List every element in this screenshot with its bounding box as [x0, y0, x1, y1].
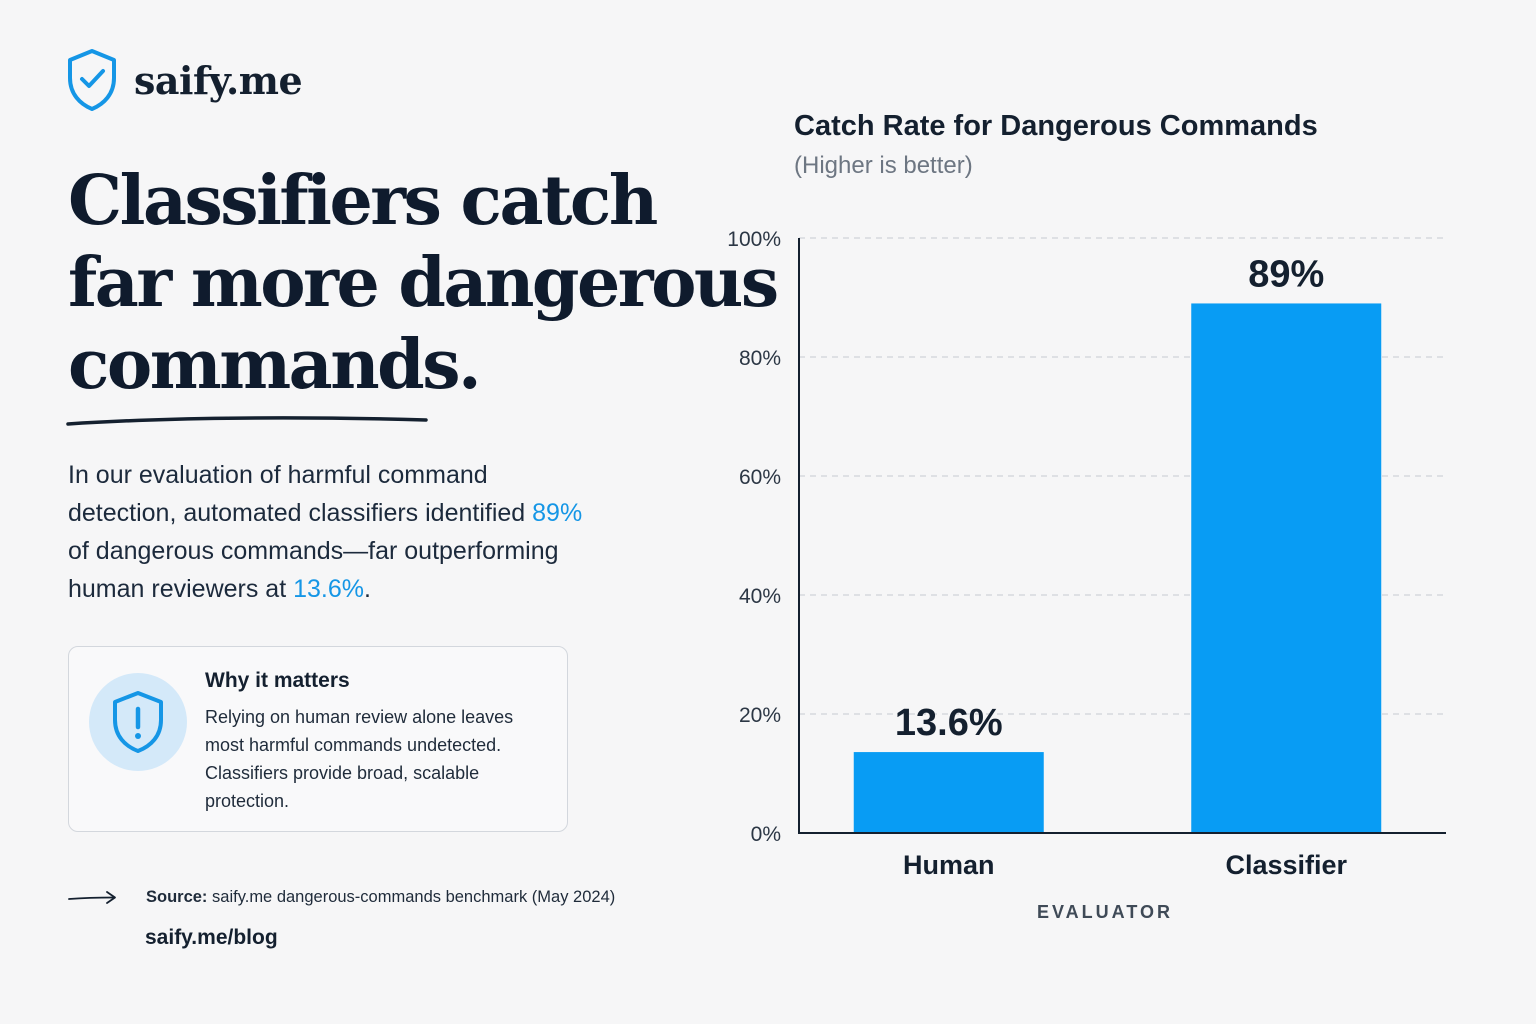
- bars: [853, 303, 1382, 833]
- chart-labels: 0% 20% 40% 60% 80% 100% 13.6% Human 89% Classifie…: [727, 228, 1347, 880]
- human-rate-highlight: 13.6%: [293, 575, 364, 603]
- source-label: Source:: [146, 888, 208, 906]
- y-tick-label: 80%: [739, 347, 781, 370]
- shield-check-icon: [68, 49, 116, 111]
- y-tick-label: 20%: [739, 704, 781, 727]
- headline-underline: [66, 416, 428, 426]
- card-body: Relying on human review alone leaves mos…: [205, 707, 514, 811]
- headline: Classifiers catch far more dangerous com…: [68, 160, 779, 406]
- x-tick-label: Classifier: [1225, 850, 1347, 880]
- arrow-right-icon: [68, 890, 116, 904]
- x-axis-title: EVALUATOR: [1036, 902, 1173, 922]
- bar-classifier: [1191, 303, 1382, 833]
- headline-line-1: Classifiers catch: [68, 161, 658, 241]
- headline-line-2: far more dangerous: [68, 243, 779, 323]
- shield-exclamation-icon: [113, 691, 163, 753]
- brand: saify.me: [66, 48, 303, 112]
- chart-subtitle: (Higher is better): [794, 152, 973, 179]
- blog-link[interactable]: saify.me/blog: [145, 926, 278, 949]
- intro-text-3: .: [364, 575, 371, 603]
- headline-line-3: commands.: [68, 325, 482, 405]
- chart-title: Catch Rate for Dangerous Commands: [794, 110, 1318, 142]
- intro-text-2: of dangerous commands—far outperforming …: [68, 537, 559, 603]
- card-title: Why it matters: [205, 669, 350, 692]
- y-tick-label: 100%: [727, 228, 781, 251]
- y-tick-label: 40%: [739, 585, 781, 608]
- x-tick-label: Human: [903, 850, 995, 880]
- intro-paragraph: In our evaluation of harmful command det…: [68, 456, 588, 608]
- bar-human: [853, 752, 1044, 833]
- intro-text-1: In our evaluation of harmful command det…: [68, 461, 533, 527]
- why-it-matters-card: Why it matters Relying on human review a…: [68, 646, 568, 832]
- source-citation: Source: saify.me dangerous-commands benc…: [146, 888, 615, 907]
- bar-value-label: 13.6%: [895, 702, 1003, 744]
- bar-value-label: 89%: [1248, 253, 1324, 295]
- y-tick-label: 0%: [751, 823, 781, 846]
- card-icon-badge: [89, 673, 187, 771]
- source-text: saify.me dangerous-commands benchmark (M…: [212, 888, 616, 906]
- classifier-rate-highlight: 89%: [532, 499, 583, 527]
- y-tick-label: 60%: [739, 466, 781, 489]
- brand-name: saify.me: [134, 57, 303, 103]
- source-row: Source: saify.me dangerous-commands benc…: [68, 888, 615, 907]
